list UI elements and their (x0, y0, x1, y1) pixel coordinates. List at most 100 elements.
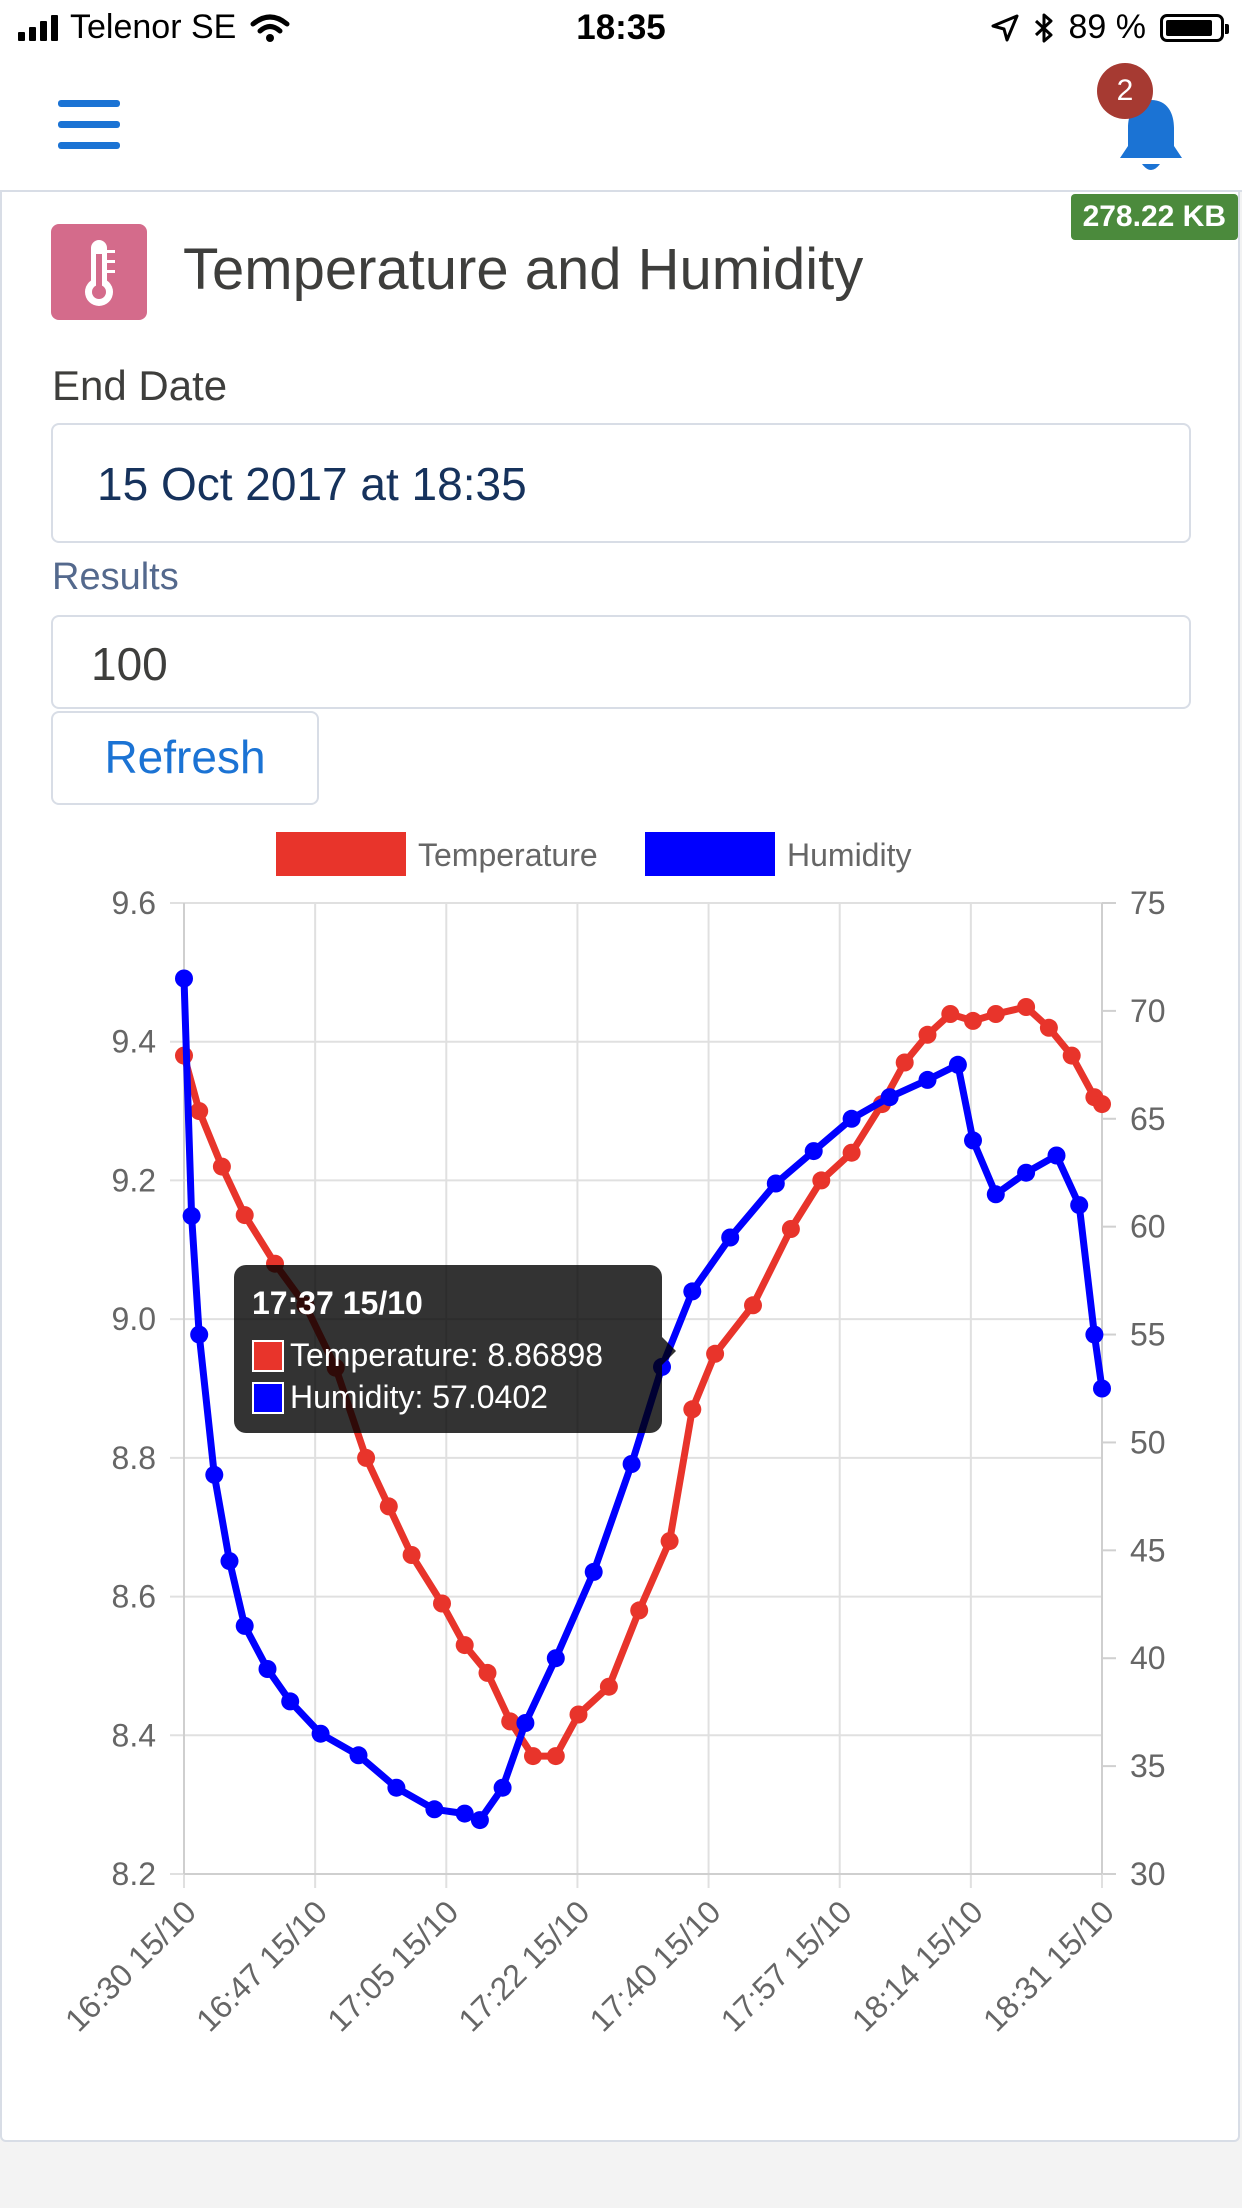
wifi-icon (250, 14, 290, 42)
y-right-tick-label: 50 (1130, 1424, 1166, 1460)
y-right-tick-label: 40 (1130, 1640, 1166, 1676)
y-right-tick-label: 35 (1130, 1748, 1166, 1784)
battery-icon (1160, 13, 1229, 42)
y-right-tick-label: 55 (1130, 1317, 1166, 1353)
notification-badge[interactable]: 2 (1097, 63, 1153, 119)
data-point-temperature (379, 1497, 398, 1516)
end-date-field[interactable]: 15 Oct 2017 at 18:35 (51, 423, 1191, 543)
status-right: 89 % (991, 8, 1229, 47)
tooltip-temperature-text: Temperature: 8.86898 (290, 1337, 604, 1373)
data-point-humidity (387, 1778, 406, 1797)
data-point-humidity (493, 1778, 512, 1797)
tooltip-swatch-humidity (252, 1381, 284, 1414)
bluetooth-icon (1034, 13, 1052, 42)
data-point-humidity (1047, 1146, 1066, 1165)
y-right-tick-label: 30 (1130, 1856, 1166, 1892)
data-point-temperature (744, 1296, 762, 1315)
battery-percent: 89 % (1068, 8, 1147, 46)
line-chart[interactable]: 9.6 9.4 9.2 9.0 8.8 8.6 8.4 8.2 75 70 65 60 55 50 45 40… (0, 820, 1242, 2070)
data-point-temperature (706, 1344, 725, 1363)
y-left-tick-label: 9.0 (112, 1301, 156, 1337)
data-point-temperature (455, 1636, 474, 1655)
signal-icon (18, 14, 58, 41)
data-point-temperature (357, 1448, 376, 1467)
data-point-temperature (895, 1053, 914, 1072)
battery-level (1166, 19, 1213, 36)
data-point-humidity (258, 1660, 277, 1678)
x-tick-label: 17:05 15/10 (320, 1893, 465, 2038)
data-point-temperature (1039, 1018, 1058, 1037)
x-tick-label: 16:47 15/10 (189, 1893, 334, 2038)
x-tick-label: 17:22 15/10 (451, 1893, 596, 2038)
legend-label-humidity: Humidity (787, 837, 911, 873)
data-point-temperature (569, 1705, 588, 1724)
thermometer-icon (51, 224, 147, 320)
data-point-humidity (683, 1282, 702, 1301)
carrier-label: Telenor SE (70, 8, 237, 46)
data-point-temperature (1017, 998, 1036, 1016)
refresh-button[interactable]: Refresh (51, 711, 319, 805)
data-point-humidity (470, 1811, 489, 1830)
data-point-temperature (812, 1171, 831, 1190)
data-point-temperature (1062, 1046, 1081, 1065)
data-point-temperature (683, 1400, 702, 1419)
x-tick-label: 17:57 15/10 (714, 1893, 859, 2038)
data-point-temperature (478, 1663, 497, 1682)
data-point-temperature (781, 1220, 800, 1238)
data-point-humidity (918, 1070, 937, 1089)
y-right-tick-label: 45 (1130, 1532, 1166, 1568)
clock: 18:35 (576, 8, 666, 47)
data-point-temperature (630, 1601, 649, 1620)
data-point-humidity (516, 1714, 535, 1732)
data-point-temperature (842, 1143, 861, 1162)
data-point-humidity (546, 1649, 565, 1668)
x-tick-label: 18:31 15/10 (976, 1893, 1121, 2038)
data-point-temperature (964, 1011, 982, 1030)
data-point-temperature (546, 1747, 565, 1766)
status-left: Telenor SE (18, 8, 290, 47)
data-point-humidity (205, 1465, 224, 1484)
data-point-temperature (599, 1677, 618, 1696)
legend-swatch-humidity (645, 832, 775, 876)
data-point-humidity (721, 1228, 740, 1247)
data-point-humidity (425, 1800, 444, 1819)
data-point-temperature (190, 1102, 209, 1121)
tooltip-humidity-text: Humidity: 57.0402 (290, 1379, 548, 1415)
data-point-temperature (524, 1747, 542, 1766)
size-badge: 278.22 KB (1070, 194, 1238, 240)
data-point-humidity (1085, 1325, 1104, 1344)
results-label: Results (52, 556, 179, 598)
legend-swatch-temperature (276, 832, 406, 876)
y-right-tick-label: 60 (1130, 1209, 1166, 1245)
y-left-tick-label: 8.2 (112, 1856, 156, 1892)
data-point-humidity (182, 1206, 201, 1225)
data-point-temperature (660, 1532, 679, 1551)
data-point-humidity (766, 1174, 785, 1193)
end-date-label: End Date (52, 362, 228, 409)
tooltip-swatch-temperature (252, 1339, 284, 1372)
page-title: Temperature and Humidity (183, 237, 864, 302)
tooltip-row-temperature: Temperature: 8.86898 (252, 1337, 603, 1374)
data-point-temperature (501, 1712, 520, 1731)
legend-label-temperature: Temperature (418, 837, 598, 873)
y-right-tick-label: 65 (1130, 1101, 1166, 1137)
data-point-humidity (622, 1455, 641, 1473)
data-point-temperature (433, 1594, 451, 1613)
location-arrow-icon (991, 14, 1018, 41)
data-point-humidity (842, 1109, 861, 1128)
data-point-temperature (212, 1157, 231, 1176)
data-point-humidity (281, 1692, 300, 1711)
y-left-tick-label: 8.6 (112, 1579, 156, 1615)
hamburger-menu-icon[interactable] (58, 100, 120, 150)
data-point-temperature (402, 1546, 421, 1564)
data-point-humidity (190, 1325, 209, 1344)
y-left-tick-label: 9.2 (112, 1162, 156, 1198)
data-point-humidity (804, 1142, 823, 1161)
data-point-humidity (948, 1055, 967, 1074)
data-point-temperature (941, 1005, 960, 1023)
x-tick-label: 18:14 15/10 (845, 1893, 990, 2038)
y-left-tick-label: 9.4 (112, 1024, 156, 1060)
data-point-temperature (986, 1005, 1005, 1023)
results-input[interactable]: 100 (51, 615, 1191, 709)
data-point-humidity (584, 1562, 603, 1581)
